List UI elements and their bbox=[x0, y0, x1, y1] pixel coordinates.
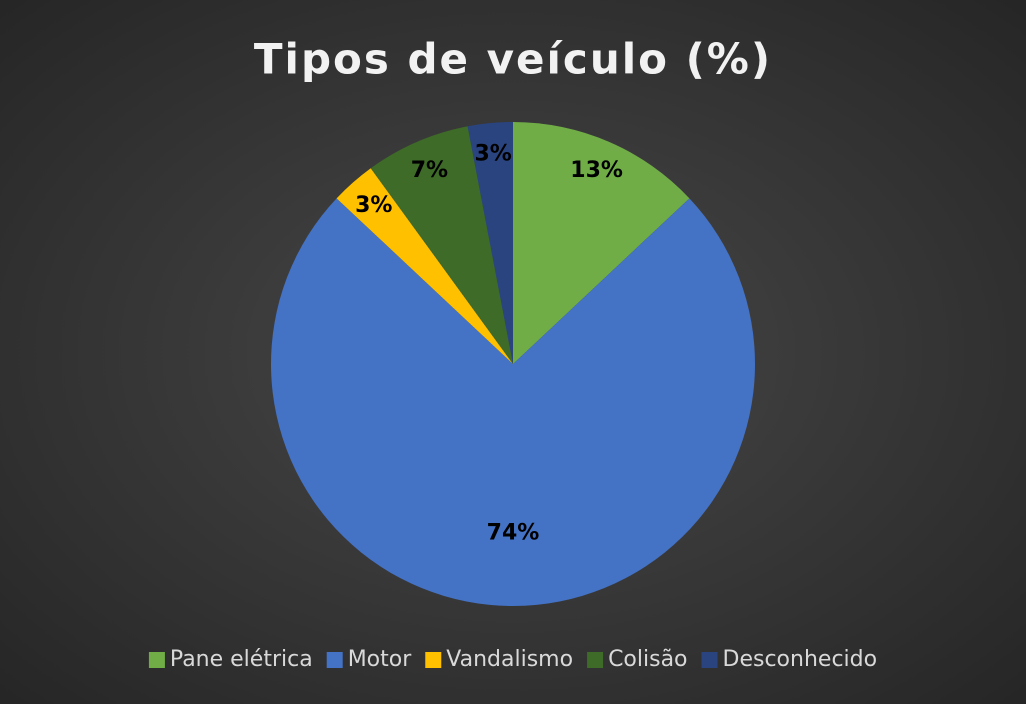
pie-slice bbox=[336, 168, 513, 364]
legend-label: Colisão bbox=[608, 647, 687, 672]
legend-swatch bbox=[326, 652, 343, 668]
data-label: 74% bbox=[487, 520, 540, 545]
data-label: 7% bbox=[411, 158, 448, 183]
legend-swatch bbox=[701, 652, 718, 668]
legend-swatch bbox=[587, 652, 604, 668]
legend-label: Vandalismo bbox=[446, 647, 573, 672]
data-label: 3% bbox=[475, 141, 512, 166]
chart-title: Tipos de veículo (%) bbox=[254, 35, 772, 84]
legend-swatch bbox=[425, 652, 442, 668]
legend-label: Motor bbox=[348, 647, 413, 672]
pie-slice bbox=[271, 198, 755, 606]
pie-slice bbox=[513, 122, 690, 364]
legend-label: Pane elétrica bbox=[170, 647, 313, 672]
data-label: 3% bbox=[355, 193, 392, 218]
pie-slice bbox=[370, 126, 513, 364]
legend: Pane elétrica Motor Vandalismo Colisão Desco… bbox=[148, 647, 878, 672]
pie-slice bbox=[467, 122, 513, 364]
legend-label: Desconhecido bbox=[723, 647, 878, 672]
data-label: 13% bbox=[570, 158, 623, 183]
legend-swatch bbox=[148, 652, 165, 668]
